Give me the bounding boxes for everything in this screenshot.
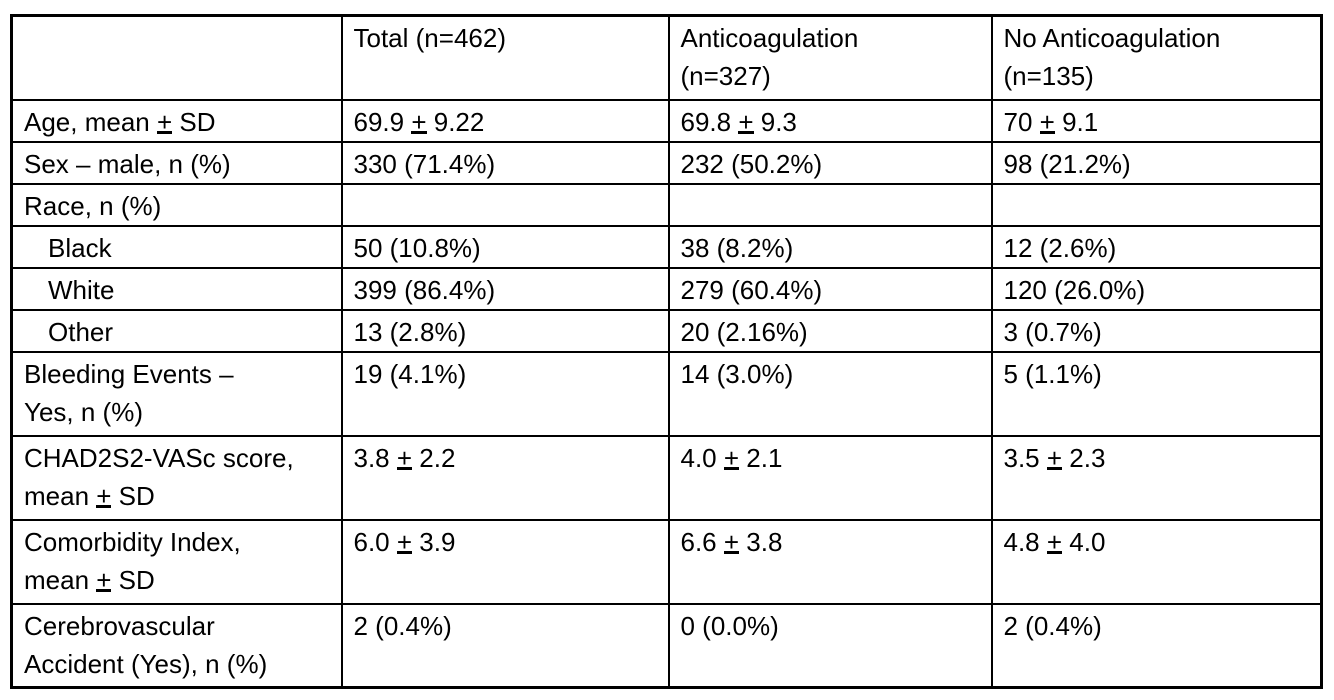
cell-race-anticoagulation [667,182,993,227]
plus-minus-sign: + [156,106,173,137]
plus-minus-sign: + [723,526,740,557]
cell-black-no-anticoagulation: 12 (2.6%) [990,224,1323,269]
row-label-other: Other [10,308,343,353]
table-row-race: Race, n (%) [10,182,1323,227]
table-row-race-other: Other 13 (2.8%) 20 (2.16%) 3 (0.7%) [10,308,1323,353]
col-header-no-anticoagulation: No Anticoagulation (n=135) [990,14,1323,101]
row-label-chads-vasc: CHAD2S2-VASc score, mean + SD [10,434,343,521]
plus-minus-sign: + [96,480,112,511]
col-header-anticoagulation: Anticoagulation (n=327) [667,14,993,101]
plus-minus-sign: + [96,564,112,595]
cell-race-total [340,182,670,227]
row-label-race: Race, n (%) [10,182,343,227]
cell-cva-no-anticoagulation: 2 (0.4%) [990,602,1323,689]
row-label-cerebrovascular-accident: Cerebrovascular Accident (Yes), n (%) [10,602,343,689]
row-label-bleeding-events: Bleeding Events – Yes, n (%) [10,350,343,437]
cell-age-no-anticoagulation: 70 + 9.1 [990,98,1323,143]
cell-black-anticoagulation: 38 (8.2%) [667,224,993,269]
table-row-race-black: Black 50 (10.8%) 38 (8.2%) 12 (2.6%) [10,224,1323,269]
cell-bleeding-anticoagulation: 14 (3.0%) [667,350,993,437]
cell-bleeding-total: 19 (4.1%) [340,350,670,437]
plus-minus-sign: + [723,442,740,473]
plus-minus-sign: + [396,442,413,473]
plus-minus-sign: + [411,106,427,137]
cell-chads-total: 3.8 + 2.2 [340,434,670,521]
cell-other-total: 13 (2.8%) [340,308,670,353]
table-row-cerebrovascular-accident: Cerebrovascular Accident (Yes), n (%) 2 … [10,602,1323,689]
cell-white-anticoagulation: 279 (60.4%) [667,266,993,311]
table-row-chads-vasc: CHAD2S2-VASc score, mean + SD 3.8 + 2.2 … [10,434,1323,521]
cell-white-no-anticoagulation: 120 (26.0%) [990,266,1323,311]
cell-cva-anticoagulation: 0 (0.0%) [667,602,993,689]
cell-sex-total: 330 (71.4%) [340,140,670,185]
col-header-empty [10,14,343,101]
cell-sex-anticoagulation: 232 (50.2%) [667,140,993,185]
cell-race-no-anticoagulation [990,182,1323,227]
cell-comorbidity-total: 6.0 + 3.9 [340,518,670,605]
cell-chads-no-anticoagulation: 3.5 + 2.3 [990,434,1323,521]
cell-other-no-anticoagulation: 3 (0.7%) [990,308,1323,353]
table-row-comorbidity-index: Comorbidity Index, mean + SD 6.0 + 3.9 6… [10,518,1323,605]
plus-minus-sign: + [1046,526,1063,557]
baseline-characteristics-table: Total (n=462) Anticoagulation (n=327) No… [10,14,1323,689]
plus-minus-sign: + [1039,106,1055,137]
plus-minus-sign: + [396,526,413,557]
cell-black-total: 50 (10.8%) [340,224,670,269]
table-row-sex-male: Sex – male, n (%) 330 (71.4%) 232 (50.2%… [10,140,1323,185]
row-label-white: White [10,266,343,311]
cell-sex-no-anticoagulation: 98 (21.2%) [990,140,1323,185]
col-header-total: Total (n=462) [340,14,670,101]
cell-bleeding-no-anticoagulation: 5 (1.1%) [990,350,1323,437]
cell-age-total: 69.9 + 9.22 [340,98,670,143]
row-label-comorbidity-index: Comorbidity Index, mean + SD [10,518,343,605]
table-row-age: Age, mean + SD 69.9 + 9.22 69.8 + 9.3 70… [10,98,1323,143]
plus-minus-sign: + [738,106,754,137]
table-row-bleeding-events: Bleeding Events – Yes, n (%) 19 (4.1%) 1… [10,350,1323,437]
plus-minus-sign: + [1046,442,1063,473]
cell-white-total: 399 (86.4%) [340,266,670,311]
cell-cva-total: 2 (0.4%) [340,602,670,689]
row-label-sex-male: Sex – male, n (%) [10,140,343,185]
cell-comorbidity-no-anticoagulation: 4.8 + 4.0 [990,518,1323,605]
cell-other-anticoagulation: 20 (2.16%) [667,308,993,353]
cell-chads-anticoagulation: 4.0 + 2.1 [667,434,993,521]
header-row: Total (n=462) Anticoagulation (n=327) No… [10,14,1323,101]
cell-age-anticoagulation: 69.8 + 9.3 [667,98,993,143]
table-row-race-white: White 399 (86.4%) 279 (60.4%) 120 (26.0%… [10,266,1323,311]
cell-comorbidity-anticoagulation: 6.6 + 3.8 [667,518,993,605]
row-label-black: Black [10,224,343,269]
row-label-age: Age, mean + SD [10,98,343,143]
